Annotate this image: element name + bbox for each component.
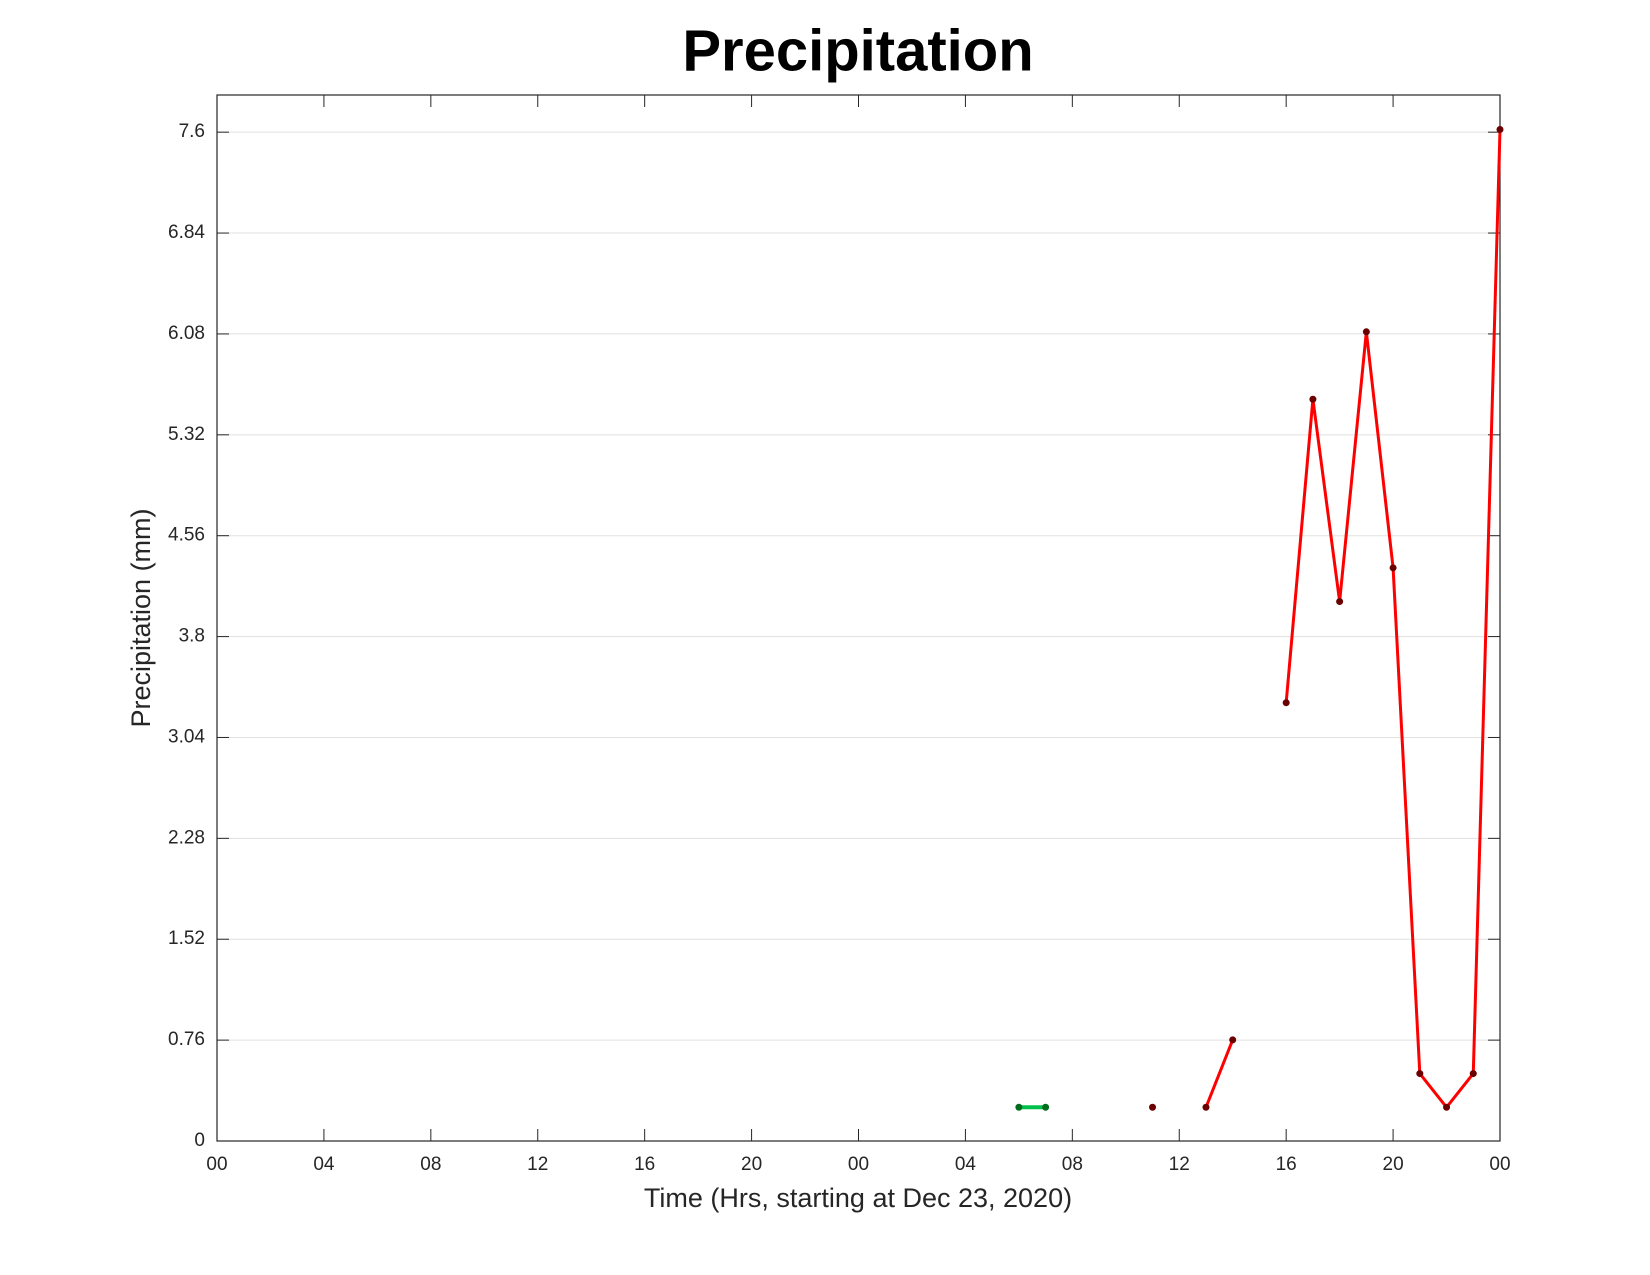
data-point: [1282, 699, 1290, 707]
y-tick-label: 5.32: [168, 424, 205, 445]
y-tick-label: 2.28: [168, 827, 205, 848]
y-tick-label: 3.04: [168, 726, 205, 747]
x-tick-label: 12: [527, 1154, 548, 1175]
data-point: [1202, 1103, 1210, 1111]
plot-frame: [216, 94, 1501, 1142]
x-axis-label: Time (Hrs, starting at Dec 23, 2020): [644, 1183, 1072, 1213]
data-point: [1309, 395, 1317, 403]
data-point: [1229, 1036, 1237, 1044]
y-tick-label: 6.84: [168, 222, 205, 243]
x-tick-label: 20: [741, 1154, 762, 1175]
data-point: [1015, 1103, 1023, 1111]
x-tick-label: 04: [955, 1154, 977, 1175]
x-tick-label: 00: [1489, 1154, 1510, 1175]
data-point: [1443, 1103, 1451, 1111]
x-tick-label: 04: [313, 1154, 335, 1175]
data-point: [1496, 126, 1504, 134]
x-tick-label: 00: [206, 1154, 227, 1175]
chart-title: Precipitation: [682, 18, 1033, 83]
x-tick-label: 12: [1169, 1154, 1190, 1175]
y-tick-label: 1.52: [168, 928, 205, 949]
y-tick-label: 6.08: [168, 323, 205, 344]
x-tick-label: 00: [848, 1154, 869, 1175]
data-point: [1149, 1103, 1157, 1111]
x-tick-label: 08: [1062, 1154, 1083, 1175]
data-point: [1389, 564, 1397, 572]
y-tick-label: 3.8: [179, 626, 205, 647]
data-point: [1042, 1103, 1050, 1111]
data-point: [1469, 1070, 1477, 1078]
x-tick-label: 16: [634, 1154, 655, 1175]
data-point: [1416, 1070, 1424, 1078]
data-point: [1336, 598, 1344, 606]
y-tick-label: 7.6: [179, 121, 205, 142]
data-point: [1362, 328, 1370, 336]
x-tick-label: 20: [1383, 1154, 1404, 1175]
x-tick-label: 08: [420, 1154, 441, 1175]
y-tick-label: 4.56: [168, 525, 205, 546]
y-axis-label: Precipitation (mm): [126, 508, 156, 727]
y-tick-label: 0: [194, 1130, 205, 1151]
y-tick-label: 0.76: [168, 1029, 205, 1050]
x-tick-label: 16: [1276, 1154, 1297, 1175]
